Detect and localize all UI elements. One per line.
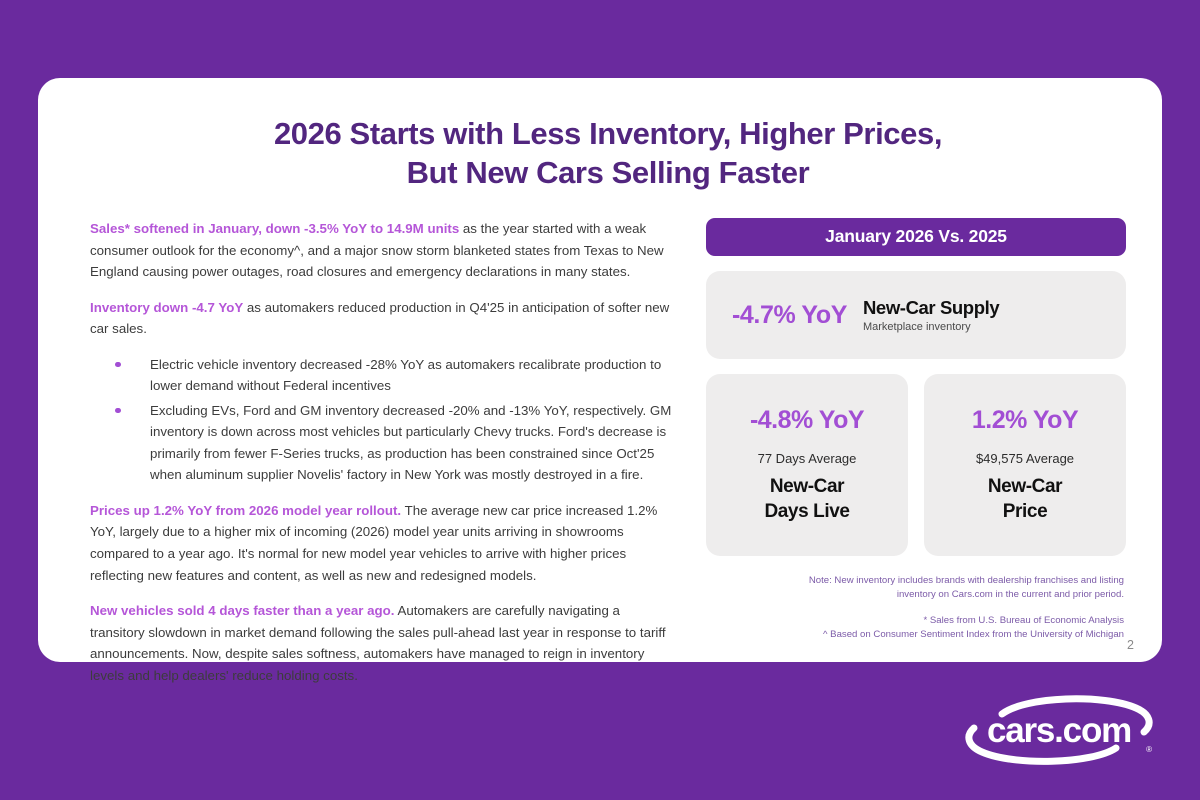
stat-card-row: -4.8% YoY 77 Days Average New-Car Days L… <box>706 374 1126 557</box>
paragraph-sales: Sales* softened in January, down -3.5% Y… <box>90 218 672 283</box>
footnote-note-line-1: Note: New inventory includes brands with… <box>808 575 1124 587</box>
narrative-column: Sales* softened in January, down -3.5% Y… <box>90 218 676 686</box>
slide-body: Sales* softened in January, down -3.5% Y… <box>90 218 1126 686</box>
slide-card: 2026 Starts with Less Inventory, Higher … <box>38 78 1162 683</box>
stat-card-new-car-days-live: -4.8% YoY 77 Days Average New-Car Days L… <box>706 374 908 557</box>
footnote-source-line-2: ^ Based on Consumer Sentiment Index from… <box>823 628 1124 640</box>
new-car-days-live-label-line-2: Days Live <box>764 500 850 522</box>
stat-card-new-car-price: 1.2% YoY $49,575 Average New-Car Price <box>924 374 1126 557</box>
new-car-supply-label: New-Car Supply <box>862 297 1000 319</box>
new-car-price-average: $49,575 Average <box>975 450 1075 466</box>
paragraph-days-live-body: Automakers are carefully navigating a tr… <box>90 603 666 683</box>
new-car-days-live-label: New-Car Days Live <box>764 475 850 524</box>
paragraph-days-live-lead: New vehicles sold 4 days faster than a y… <box>90 603 395 619</box>
new-car-price-label: New-Car Price <box>987 475 1063 524</box>
new-car-days-live-label-line-1: New-Car <box>769 475 845 497</box>
new-car-supply-sublabel: Marketplace inventory <box>862 320 971 333</box>
new-car-price-value: 1.2% YoY <box>971 405 1079 434</box>
paragraph-prices: Prices up 1.2% YoY from 2026 model year … <box>90 500 672 586</box>
inventory-bullet-list: Electric vehicle inventory decreased -28… <box>90 354 672 486</box>
stat-card-new-car-supply: -4.7% YoY New-Car Supply Marketplace inv… <box>706 271 1126 360</box>
paragraph-inventory-lead: Inventory down -4.7 YoY <box>90 299 244 315</box>
svg-text:cars.com: cars.com <box>987 711 1131 750</box>
list-item: Electric vehicle inventory decreased -28… <box>90 354 672 397</box>
paragraph-prices-lead: Prices up 1.2% YoY from 2026 model year … <box>90 502 402 518</box>
footnote-spacer <box>706 601 1124 614</box>
page-title-line-2: But New Cars Selling Faster <box>406 155 810 191</box>
cars-com-logo-mark: cars.com <box>965 695 1153 765</box>
page-number: 2 <box>1127 638 1134 652</box>
cars-com-logo: cars.com ® <box>954 688 1164 774</box>
new-car-price-label-line-2: Price <box>1002 500 1048 522</box>
new-car-days-live-average: 77 Days Average <box>757 450 857 466</box>
footnotes: Note: New inventory includes brands with… <box>706 574 1126 641</box>
paragraph-inventory: Inventory down -4.7 YoY as automakers re… <box>90 297 672 340</box>
metrics-column: January 2026 Vs. 2025 -4.7% YoY New-Car … <box>696 218 1126 686</box>
paragraph-sales-lead: Sales* softened in January, down -3.5% Y… <box>90 221 460 237</box>
new-car-days-live-value: -4.8% YoY <box>749 405 865 434</box>
footnote-note-line-2: inventory on Cars.com in the current and… <box>896 588 1124 600</box>
page-title-line-1: 2026 Starts with Less Inventory, Higher … <box>273 116 943 151</box>
footnote-source-line-1: * Sales from U.S. Bureau of Economic Ana… <box>923 615 1125 627</box>
new-car-supply-value: -4.7% YoY <box>732 300 847 329</box>
new-car-price-label-line-1: New-Car <box>987 475 1063 497</box>
list-item: Excluding EVs, Ford and GM inventory dec… <box>90 400 672 486</box>
paragraph-days-live: New vehicles sold 4 days faster than a y… <box>90 600 672 686</box>
paragraph-prices-body: The average new car price increased 1.2%… <box>90 502 658 583</box>
page-title: 2026 Starts with Less Inventory, Higher … <box>90 114 1126 192</box>
comparison-period-banner: January 2026 Vs. 2025 <box>706 218 1126 257</box>
new-car-supply-text: New-Car Supply Marketplace inventory <box>862 297 1000 333</box>
registered-trademark-icon: ® <box>1146 745 1152 754</box>
paragraph-inventory-body: as automakers reduced production in Q4'2… <box>90 299 670 337</box>
paragraph-sales-body: as the year started with a weak consumer… <box>90 221 664 280</box>
